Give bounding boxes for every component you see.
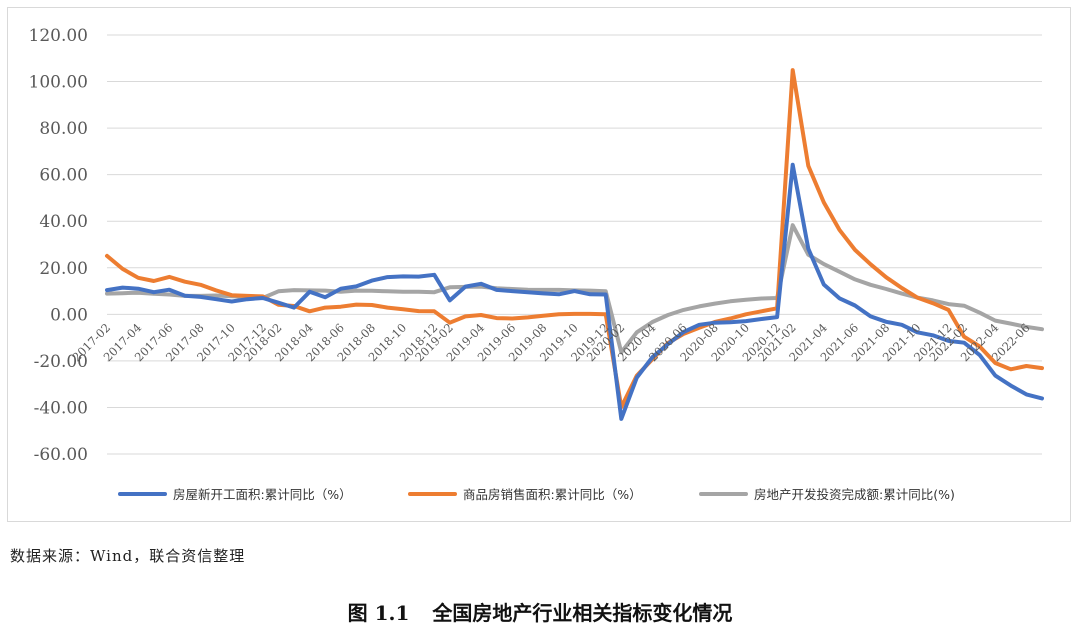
y-tick-label: 60.00 [39,166,88,186]
y-tick-label: -20.00 [34,352,88,372]
chart-frame: -60.00 -40.00 -20.00 0.00 20.00 40.00 60.00 80.… [7,7,1071,522]
figure-number: 图 1.1 [347,601,410,625]
y-tick-label: 100.00 [29,73,88,93]
legend-label: 房屋新开工面积:累计同比（%） [173,487,352,502]
source-note: 数据来源：Wind，联合资信整理 [10,547,246,565]
figure-caption: 图 1.1 全国房地产行业相关指标变化情况 [0,597,1080,626]
figure-title: 全国房地产行业相关指标变化情况 [432,601,733,625]
line-chart: -60.00 -40.00 -20.00 0.00 20.00 40.00 60.00 80.… [29,26,1044,502]
y-tick-label: 80.00 [39,119,88,139]
legend-label: 商品房销售面积:累计同比（%） [463,487,642,502]
y-tick-label: 0.00 [50,305,88,325]
y-tick-label: 120.00 [29,26,88,46]
y-tick-label: 20.00 [39,259,88,279]
y-tick-label: -40.00 [34,398,88,418]
y-tick-label: 40.00 [39,212,88,232]
legend-label: 房地产开发投资完成额:累计同比(%) [754,487,955,502]
series-line [105,162,1044,421]
y-tick-label: -60.00 [34,445,88,465]
